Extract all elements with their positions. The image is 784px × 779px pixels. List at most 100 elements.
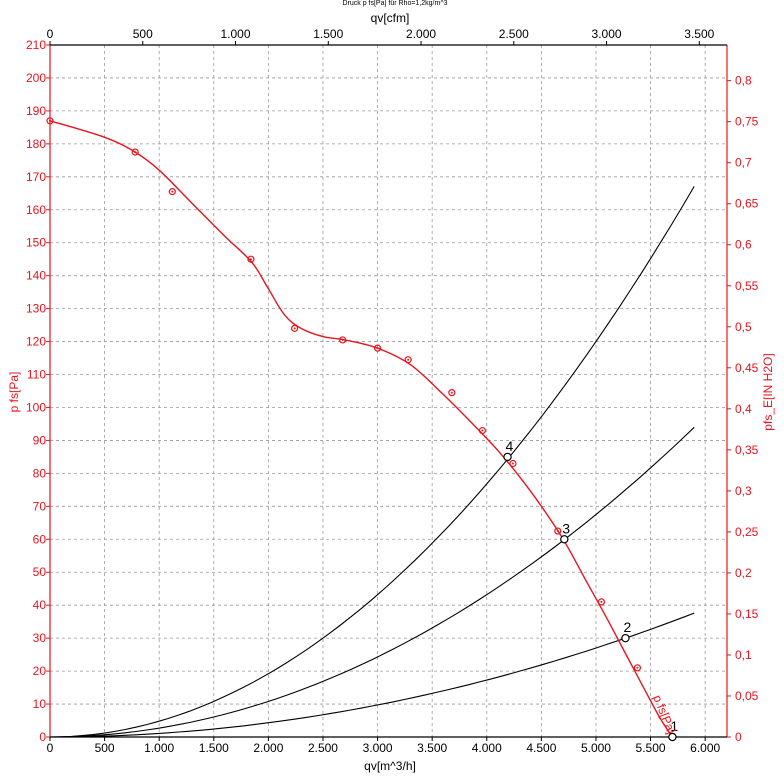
- y2-tick-label-11: 0,55: [735, 279, 759, 293]
- system-curve-2: [50, 612, 695, 738]
- y2-tick-label-6: 0,3: [735, 484, 752, 498]
- y2-tick-label-8: 0,4: [735, 402, 752, 416]
- operating-point-label-4: 4: [506, 438, 514, 454]
- measured-point-8: [448, 389, 456, 397]
- y2-tick-label-14: 0,7: [735, 156, 752, 170]
- x-tick-label-3: 1.500: [199, 741, 229, 755]
- operating-point-label-1: 1: [670, 718, 678, 734]
- y2-tick-label-5: 0,25: [735, 525, 759, 539]
- measured-point-7: [404, 356, 412, 364]
- measured-point-dot: [511, 462, 514, 465]
- y-tick-label-13: 130: [26, 302, 46, 316]
- measured-point-9: [478, 426, 487, 435]
- measured-point-11: [554, 527, 562, 535]
- fan-curve-label: p fs[Pa]: [650, 693, 678, 736]
- measured-point-ring: [373, 344, 382, 352]
- x2-axis-title: qv[cfm]: [371, 11, 410, 25]
- y-tick-label-8: 80: [33, 466, 47, 480]
- y2-tick-label-3: 0,15: [735, 607, 759, 621]
- y-tick-label-10: 100: [26, 400, 46, 414]
- x2-tick-label-7: 3.500: [684, 27, 714, 41]
- y-tick-label-0: 0: [39, 730, 46, 744]
- measured-point-ring: [509, 459, 517, 468]
- measured-point-dot: [171, 190, 174, 193]
- measured-point-dot: [376, 347, 379, 350]
- measured-point-ring: [404, 356, 412, 364]
- y-axis-right-ticks: 0 0,05 0,1 0,15 0,2 0,25 0,3 0,35 0,4 0,45 0,5 0,55…: [727, 74, 759, 744]
- fan-curve-line: [49, 120, 673, 738]
- x-axis-top-ticks: 0 500 1.000 1.500 2.000 2.500 3.000 3.500: [47, 27, 715, 45]
- measured-point-4: [290, 324, 299, 332]
- measured-point-ring: [554, 527, 562, 535]
- y-tick-label-9: 90: [33, 433, 47, 447]
- grid-lines: [50, 45, 727, 737]
- measured-point-ring: [131, 148, 139, 156]
- measured-point-dot: [249, 258, 252, 261]
- measured-point-ring: [597, 598, 606, 606]
- operating-point-label-2: 2: [623, 619, 631, 635]
- measured-point-dot: [293, 327, 296, 330]
- y-tick-label-20: 200: [26, 71, 46, 85]
- measured-point-dot: [407, 358, 410, 361]
- y2-tick-label-2: 0,1: [735, 648, 752, 662]
- measured-point-ring: [46, 117, 54, 125]
- x-tick-label-7: 3.500: [417, 741, 447, 755]
- y-tick-label-4: 40: [33, 598, 47, 612]
- y2-tick-label-15: 0,75: [735, 115, 759, 129]
- y-tick-label-21: 210: [26, 38, 46, 52]
- operating-point-label-3: 3: [562, 520, 570, 536]
- x-tick-label-2: 1.000: [144, 741, 174, 755]
- y-tick-label-15: 150: [26, 236, 46, 250]
- measured-point-dot: [636, 666, 639, 669]
- y-tick-label-18: 180: [26, 137, 46, 151]
- x-tick-label-10: 5.000: [581, 741, 611, 755]
- measured-point-6: [373, 344, 382, 352]
- measured-point-13: [633, 664, 642, 672]
- x2-tick-label-4: 2.000: [406, 27, 436, 41]
- operating-point-1: [668, 732, 677, 742]
- x-tick-label-6: 3.000: [363, 741, 393, 755]
- fan-curve-group: [49, 120, 673, 738]
- x-axis-title: qv[m^3/h]: [364, 759, 416, 773]
- y-tick-label-19: 190: [26, 104, 46, 118]
- y2-tick-label-0: 0: [735, 730, 742, 744]
- y-axis-right-title: pfs_E[IN H2O]: [761, 353, 775, 430]
- measured-point-ring: [290, 324, 299, 332]
- y-tick-label-16: 160: [26, 203, 46, 217]
- y2-tick-label-7: 0,35: [735, 443, 759, 457]
- y-tick-label-3: 30: [33, 631, 47, 645]
- x-tick-label-9: 4.500: [526, 741, 556, 755]
- operating-point-2: [621, 633, 630, 643]
- x2-tick-label-0: 0: [47, 27, 54, 41]
- measured-point-dot: [341, 338, 344, 341]
- measured-point-ring: [478, 426, 487, 435]
- y-tick-label-1: 10: [33, 697, 47, 711]
- measured-point-dot: [600, 600, 603, 603]
- x-tick-label-0: 0: [47, 741, 54, 755]
- measured-point-ring: [247, 255, 255, 263]
- x-tick-label-11: 5.500: [636, 741, 666, 755]
- system-curve-3: [49, 426, 695, 738]
- y-axis-left-ticks: 0 10 20 30 40 50 60 70 80 90 100 110 120 130 140 150 160…: [26, 38, 50, 744]
- y2-tick-label-13: 0,65: [735, 197, 759, 211]
- measured-points: [46, 117, 642, 672]
- y2-tick-label-1: 0,05: [735, 689, 759, 703]
- operating-point-4: [503, 452, 512, 462]
- measured-point-ring: [168, 188, 176, 196]
- chart-title: Druck p fs[Pa] für Rho=1,2kg/m^3: [342, 0, 447, 7]
- y2-tick-label-16: 0,8: [735, 74, 752, 88]
- y2-tick-label-12: 0,6: [735, 238, 752, 252]
- x2-tick-label-2: 1.000: [221, 27, 251, 41]
- x2-tick-label-1: 500: [133, 27, 153, 41]
- y-tick-label-6: 60: [33, 532, 47, 546]
- x-tick-label-8: 4.000: [472, 741, 502, 755]
- measured-point-3: [247, 255, 255, 263]
- y-tick-label-2: 20: [33, 664, 47, 678]
- measured-point-2: [168, 188, 176, 196]
- x2-tick-label-6: 3.000: [592, 27, 622, 41]
- measured-point-ring: [448, 389, 456, 397]
- y-tick-label-5: 50: [33, 565, 47, 579]
- x-tick-label-12: 6.000: [690, 741, 720, 755]
- y2-tick-label-4: 0,2: [735, 566, 752, 580]
